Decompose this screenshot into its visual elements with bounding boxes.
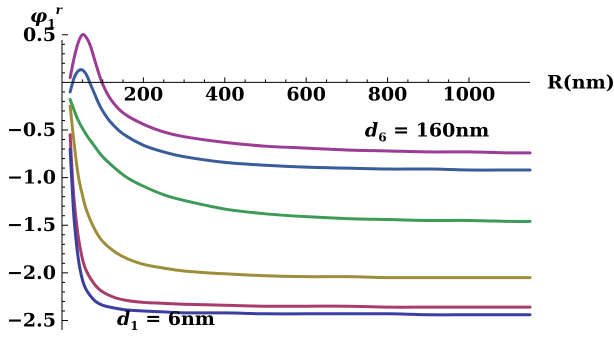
annotation-text: = 6nm <box>139 308 215 330</box>
series-line-1 <box>68 33 532 155</box>
x-tick-label: 600 <box>286 83 326 105</box>
x-tick-label: 200 <box>124 83 164 105</box>
y-tick-label: −2.0 <box>7 262 56 284</box>
y-axis-title-sub: 1 <box>47 17 55 31</box>
series-line-3 <box>68 98 532 223</box>
y-axis-title-main: φ <box>30 5 47 27</box>
series-layer <box>68 33 532 317</box>
x-ticks: 200 400 600 800 1000 <box>81 77 496 105</box>
annotation-var: d <box>117 308 130 330</box>
annotation-label: d1 = 6nm <box>117 308 215 333</box>
y-tick-label: −2.5 <box>7 309 56 331</box>
series-line-5 <box>68 133 532 309</box>
annotation-var: d <box>365 120 378 142</box>
series-line-6 <box>68 147 532 317</box>
annotation-label: d6 = 160nm <box>365 120 489 145</box>
x-tick-label: 400 <box>205 83 245 105</box>
series-line-2 <box>68 68 532 172</box>
annotation-sub: 6 <box>378 131 386 145</box>
y-tick-label: −1.5 <box>7 214 56 236</box>
x-tick-label: 1000 <box>443 83 496 105</box>
y-tick-label: −0.5 <box>7 119 56 141</box>
x-tick-label: 800 <box>368 83 408 105</box>
y-tick-label: 0.5 <box>23 24 56 46</box>
annotation-sub: 1 <box>130 319 138 333</box>
x-axis-title: R(nm) <box>547 71 614 93</box>
y-ticks: 0.5 −0.5 −1.0 −1.5 −2.0 −2.5 <box>7 24 68 331</box>
annotation-text: = 160nm <box>387 120 490 142</box>
y-tick-label: −1.0 <box>7 167 56 189</box>
series-line-4 <box>68 104 532 280</box>
y-axis-title-sup: r <box>56 3 64 17</box>
y-axis-title: φ1r <box>30 3 64 31</box>
